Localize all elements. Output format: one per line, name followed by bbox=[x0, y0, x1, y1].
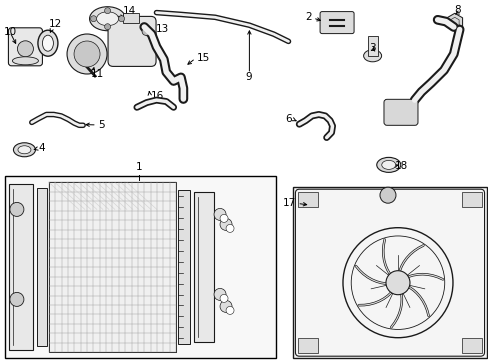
Bar bbox=[461, 338, 481, 353]
Text: 9: 9 bbox=[244, 72, 251, 82]
Ellipse shape bbox=[42, 35, 53, 51]
Bar bbox=[178, 190, 190, 344]
Ellipse shape bbox=[12, 57, 39, 65]
Text: 11: 11 bbox=[90, 69, 103, 79]
Circle shape bbox=[104, 8, 110, 14]
FancyBboxPatch shape bbox=[320, 12, 353, 33]
Circle shape bbox=[220, 215, 227, 222]
Ellipse shape bbox=[89, 7, 125, 31]
Ellipse shape bbox=[14, 143, 35, 157]
Text: 18: 18 bbox=[394, 161, 407, 171]
Bar bbox=[123, 13, 139, 23]
Text: 5: 5 bbox=[98, 120, 104, 130]
Bar bbox=[9, 184, 33, 350]
Text: 4: 4 bbox=[38, 143, 45, 153]
Circle shape bbox=[118, 16, 124, 22]
Bar bbox=[367, 36, 377, 56]
Text: 16: 16 bbox=[150, 91, 163, 102]
Circle shape bbox=[379, 187, 395, 203]
Circle shape bbox=[18, 41, 33, 57]
Circle shape bbox=[220, 294, 227, 302]
Circle shape bbox=[74, 41, 100, 67]
Circle shape bbox=[10, 292, 24, 306]
Circle shape bbox=[225, 306, 234, 314]
Ellipse shape bbox=[376, 157, 400, 172]
Bar bbox=[293, 187, 486, 358]
Polygon shape bbox=[446, 13, 462, 31]
Text: 6: 6 bbox=[285, 114, 291, 124]
Ellipse shape bbox=[18, 146, 31, 154]
Bar bbox=[5, 176, 276, 358]
Bar bbox=[298, 192, 318, 207]
Text: 3: 3 bbox=[368, 43, 375, 53]
Bar bbox=[37, 188, 47, 346]
Text: 10: 10 bbox=[4, 27, 17, 37]
Text: 12: 12 bbox=[49, 19, 62, 30]
Ellipse shape bbox=[38, 30, 58, 56]
Circle shape bbox=[104, 24, 110, 30]
Circle shape bbox=[214, 208, 225, 220]
Text: 13: 13 bbox=[155, 24, 168, 34]
Bar bbox=[194, 192, 214, 342]
Ellipse shape bbox=[363, 50, 381, 62]
Ellipse shape bbox=[97, 12, 118, 26]
Bar bbox=[461, 192, 481, 207]
Circle shape bbox=[10, 202, 24, 216]
FancyBboxPatch shape bbox=[8, 28, 42, 66]
Circle shape bbox=[142, 27, 150, 35]
Circle shape bbox=[385, 271, 409, 295]
Ellipse shape bbox=[381, 161, 395, 169]
Text: 17: 17 bbox=[282, 198, 295, 208]
FancyBboxPatch shape bbox=[108, 17, 156, 66]
Circle shape bbox=[214, 288, 225, 300]
Circle shape bbox=[225, 224, 234, 233]
Text: 8: 8 bbox=[453, 5, 460, 15]
Text: 14: 14 bbox=[123, 6, 136, 16]
Circle shape bbox=[220, 300, 232, 312]
Circle shape bbox=[90, 16, 97, 22]
Circle shape bbox=[220, 219, 232, 230]
Text: 2: 2 bbox=[305, 12, 311, 22]
Text: 15: 15 bbox=[196, 53, 209, 63]
Circle shape bbox=[67, 34, 107, 74]
Text: 1: 1 bbox=[136, 162, 142, 172]
Text: 7: 7 bbox=[389, 109, 396, 120]
Bar bbox=[298, 338, 318, 353]
FancyBboxPatch shape bbox=[383, 99, 417, 125]
